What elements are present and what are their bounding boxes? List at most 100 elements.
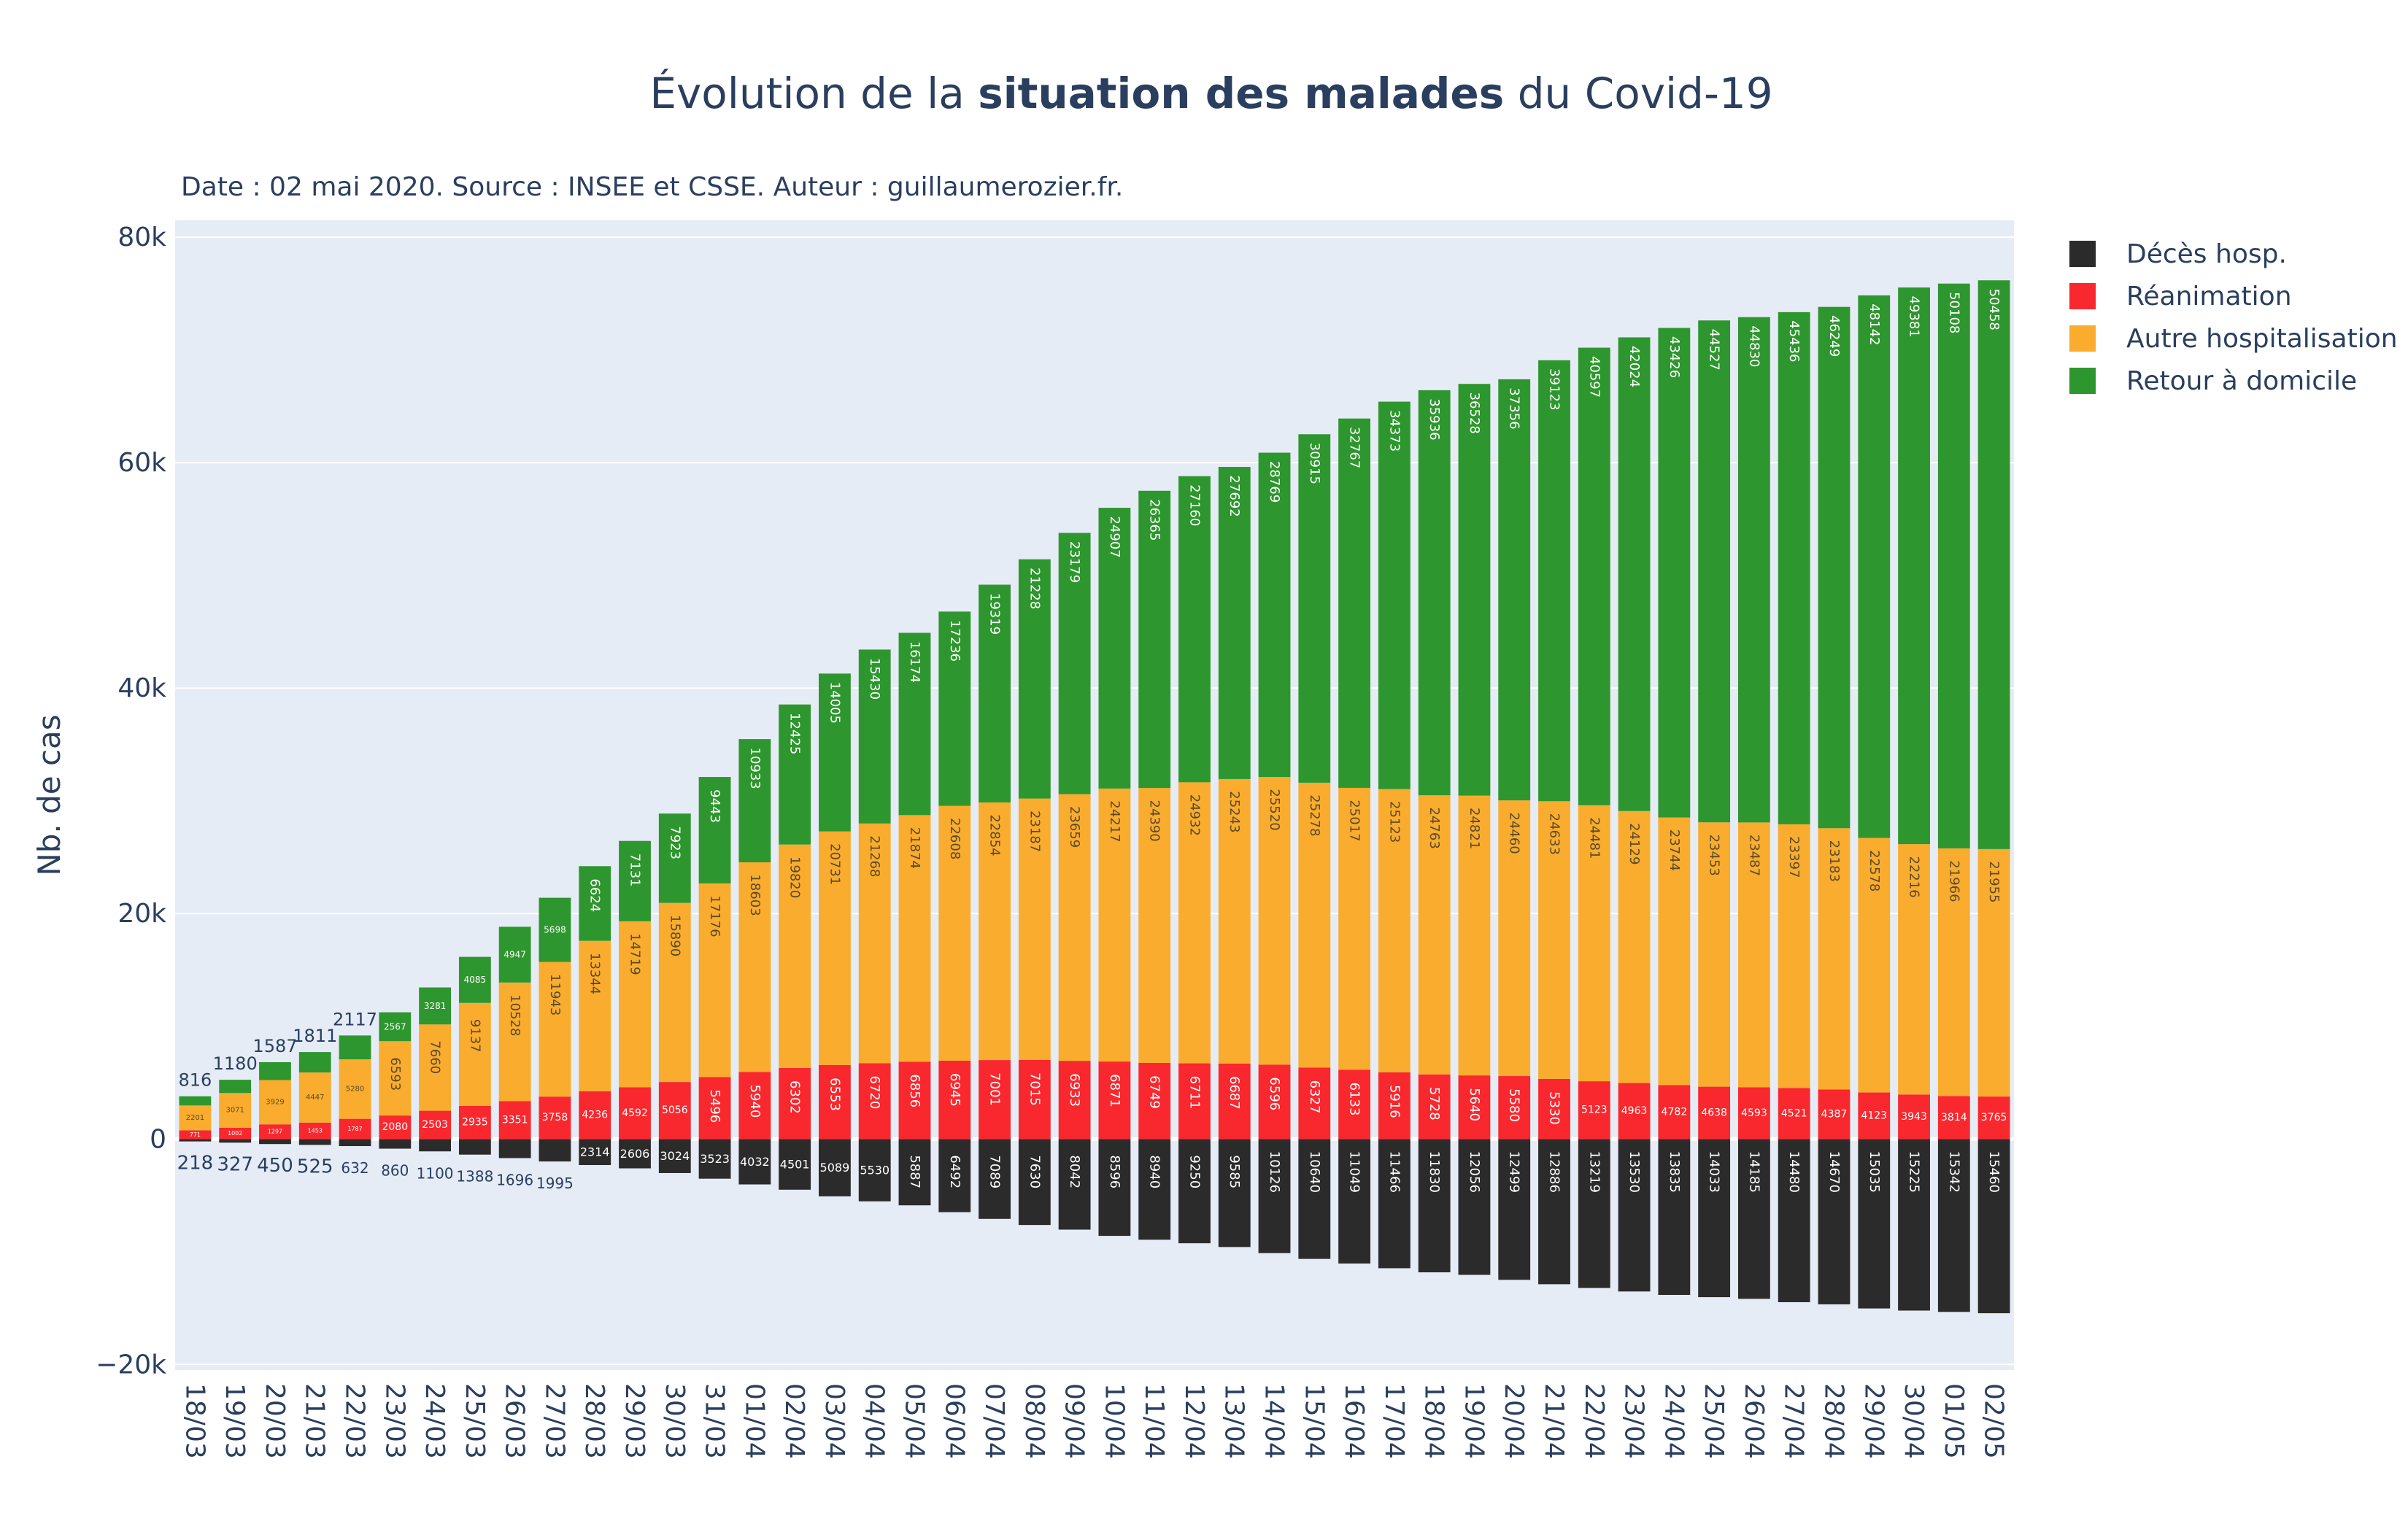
bar-deces[interactable] <box>898 1139 931 1206</box>
bar-retour-domicile[interactable] <box>419 987 451 1025</box>
bar-autre-hospitalisation[interactable] <box>1498 800 1531 1077</box>
bar-retour-domicile[interactable] <box>1018 559 1051 799</box>
bar-autre-hospitalisation[interactable] <box>1258 777 1291 1065</box>
bar-deces[interactable] <box>1178 1139 1211 1244</box>
bar-autre-hospitalisation[interactable] <box>1138 788 1171 1063</box>
bar-autre-hospitalisation[interactable] <box>259 1080 291 1125</box>
bar-autre-hospitalisation[interactable] <box>1778 824 1810 1088</box>
bar-retour-domicile[interactable] <box>379 1012 412 1042</box>
bar-reanimation[interactable] <box>1058 1061 1091 1140</box>
bar-deces[interactable] <box>658 1139 691 1173</box>
bar-reanimation[interactable] <box>738 1072 771 1140</box>
bar-retour-domicile[interactable] <box>339 1035 371 1060</box>
bar-retour-domicile[interactable] <box>1338 418 1370 788</box>
bar-deces[interactable] <box>1578 1139 1610 1288</box>
bar-deces[interactable] <box>1218 1139 1251 1247</box>
bar-autre-hospitalisation[interactable] <box>858 823 891 1064</box>
bar-autre-hospitalisation[interactable] <box>498 982 531 1102</box>
bar-retour-domicile[interactable] <box>979 584 1011 802</box>
bar-retour-domicile[interactable] <box>938 611 971 806</box>
bar-reanimation[interactable] <box>539 1096 571 1140</box>
bar-reanimation[interactable] <box>898 1061 931 1140</box>
bar-retour-domicile[interactable] <box>179 1096 212 1106</box>
bar-reanimation[interactable] <box>1538 1078 1570 1140</box>
bar-autre-hospitalisation[interactable] <box>1378 789 1411 1072</box>
bar-reanimation[interactable] <box>1578 1081 1610 1140</box>
bar-deces[interactable] <box>259 1139 291 1145</box>
bar-autre-hospitalisation[interactable] <box>1818 828 1851 1090</box>
bar-retour-domicile[interactable] <box>619 840 651 921</box>
bar-deces[interactable] <box>1018 1139 1051 1226</box>
bar-reanimation[interactable] <box>1858 1092 1891 1140</box>
bar-deces[interactable] <box>1778 1139 1810 1302</box>
bar-reanimation[interactable] <box>1178 1063 1211 1140</box>
bar-autre-hospitalisation[interactable] <box>1698 822 1731 1087</box>
bar-retour-domicile[interactable] <box>1458 384 1491 796</box>
bar-reanimation[interactable] <box>1498 1076 1531 1140</box>
bar-retour-domicile[interactable] <box>1138 490 1171 789</box>
bar-autre-hospitalisation[interactable] <box>898 815 931 1062</box>
bar-reanimation[interactable] <box>458 1105 491 1140</box>
bar-autre-hospitalisation[interactable] <box>1298 782 1331 1068</box>
bar-retour-domicile[interactable] <box>1578 347 1610 805</box>
bar-deces[interactable] <box>1937 1139 1970 1312</box>
bar-autre-hospitalisation[interactable] <box>1858 837 1891 1093</box>
bar-autre-hospitalisation[interactable] <box>1538 801 1570 1079</box>
bar-reanimation[interactable] <box>298 1122 331 1140</box>
legend-item-autre-hosp[interactable]: Autre hospitalisation <box>2069 324 2398 354</box>
bar-reanimation[interactable] <box>858 1063 891 1140</box>
bar-retour-domicile[interactable] <box>1898 287 1930 845</box>
bar-deces[interactable] <box>1418 1139 1451 1273</box>
bar-deces[interactable] <box>579 1139 611 1166</box>
bar-autre-hospitalisation[interactable] <box>1738 822 1770 1088</box>
bar-retour-domicile[interactable] <box>1818 306 1851 829</box>
bar-reanimation[interactable] <box>1658 1085 1691 1140</box>
legend-item-retour-domicile[interactable]: Retour à domicile <box>2069 366 2357 396</box>
bar-retour-domicile[interactable] <box>1498 379 1531 801</box>
bar-retour-domicile[interactable] <box>779 704 811 845</box>
bar-autre-hospitalisation[interactable] <box>619 921 651 1088</box>
bar-deces[interactable] <box>938 1139 971 1212</box>
bar-autre-hospitalisation[interactable] <box>1098 788 1131 1062</box>
bar-retour-domicile[interactable] <box>658 813 691 903</box>
bar-deces[interactable] <box>1098 1139 1131 1237</box>
bar-reanimation[interactable] <box>1977 1096 2010 1140</box>
bar-reanimation[interactable] <box>819 1065 851 1140</box>
bar-retour-domicile[interactable] <box>1378 401 1411 789</box>
bar-autre-hospitalisation[interactable] <box>179 1105 212 1131</box>
bar-reanimation[interactable] <box>1898 1094 1930 1140</box>
bar-retour-domicile[interactable] <box>259 1061 291 1080</box>
bar-retour-domicile[interactable] <box>1698 320 1731 823</box>
bar-reanimation[interactable] <box>698 1077 731 1140</box>
bar-autre-hospitalisation[interactable] <box>1418 795 1451 1075</box>
bar-deces[interactable] <box>1138 1139 1171 1240</box>
legend-item-deces[interactable]: Décès hosp. <box>2069 239 2287 269</box>
bar-reanimation[interactable] <box>1418 1074 1451 1140</box>
bar-autre-hospitalisation[interactable] <box>1218 778 1251 1064</box>
bar-reanimation[interactable] <box>1258 1064 1291 1140</box>
bar-autre-hospitalisation[interactable] <box>1338 787 1370 1070</box>
bar-retour-domicile[interactable] <box>1977 280 2010 849</box>
bar-deces[interactable] <box>219 1139 252 1143</box>
bar-reanimation[interactable] <box>1937 1096 1970 1140</box>
bar-retour-domicile[interactable] <box>858 649 891 824</box>
bar-reanimation[interactable] <box>1098 1061 1131 1140</box>
bar-autre-hospitalisation[interactable] <box>1658 817 1691 1086</box>
legend-item-reanimation[interactable]: Réanimation <box>2069 282 2292 312</box>
bar-deces[interactable] <box>1338 1139 1370 1264</box>
bar-reanimation[interactable] <box>658 1082 691 1140</box>
bar-reanimation[interactable] <box>619 1087 651 1140</box>
bar-autre-hospitalisation[interactable] <box>738 862 771 1072</box>
bar-deces[interactable] <box>379 1139 412 1149</box>
bar-deces[interactable] <box>498 1139 531 1158</box>
bar-autre-hospitalisation[interactable] <box>1018 798 1051 1060</box>
bar-deces[interactable] <box>698 1139 731 1179</box>
bar-autre-hospitalisation[interactable] <box>379 1041 412 1116</box>
bar-retour-domicile[interactable] <box>1098 508 1131 789</box>
bar-autre-hospitalisation[interactable] <box>1058 794 1091 1061</box>
bar-retour-domicile[interactable] <box>1298 434 1331 783</box>
bar-autre-hospitalisation[interactable] <box>658 902 691 1083</box>
bar-deces[interactable] <box>179 1139 212 1142</box>
bar-deces[interactable] <box>619 1139 651 1169</box>
bar-retour-domicile[interactable] <box>458 956 491 1003</box>
